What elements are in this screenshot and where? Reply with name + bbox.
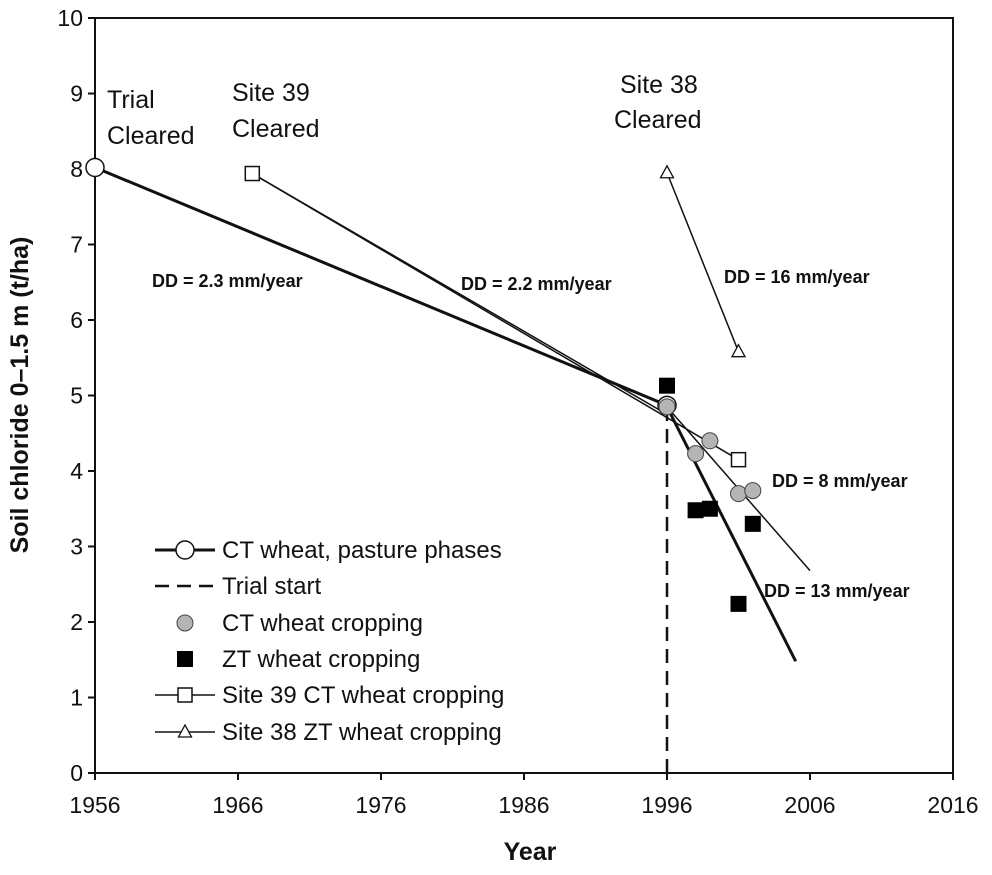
x-tick-label-2016: 2016 bbox=[927, 792, 978, 818]
series-3-point-3 bbox=[730, 595, 747, 612]
x-tick-label-1996: 1996 bbox=[641, 792, 692, 818]
trend-line-1 bbox=[665, 406, 798, 662]
annotation-site38-cleared-line1: Site 38 bbox=[620, 71, 698, 99]
x-axis-title: Year bbox=[504, 838, 557, 866]
series-line-0 bbox=[94, 166, 668, 407]
annotation-trial-cleared-line2: Cleared bbox=[107, 122, 195, 150]
legend-marker-3 bbox=[177, 651, 193, 667]
legend-label-4: Site 39 CT wheat cropping bbox=[222, 682, 504, 709]
legend-marker-4 bbox=[177, 687, 193, 703]
series-lines bbox=[94, 166, 811, 773]
series-line-5 bbox=[666, 172, 740, 352]
series-0-point-0 bbox=[85, 157, 105, 178]
x-tick-label-1976: 1976 bbox=[355, 792, 406, 818]
legend-label-3: ZT wheat cropping bbox=[222, 646, 420, 673]
y-tick-label-5: 5 bbox=[70, 383, 83, 409]
series-3-point-2 bbox=[701, 500, 718, 517]
x-axis-ticks: 1956 1966 1976 1986 1996 2006 2016 bbox=[69, 773, 979, 818]
legend-marker-5 bbox=[177, 723, 193, 738]
series-line-4 bbox=[251, 172, 739, 461]
annotation-site39-cleared-line1: Site 39 bbox=[232, 79, 310, 107]
series-4-point-1 bbox=[730, 451, 747, 468]
y-tick-label-2: 2 bbox=[70, 609, 83, 635]
y-tick-label-1: 1 bbox=[70, 685, 83, 711]
legend-label-1: Trial start bbox=[222, 573, 321, 600]
y-tick-label-0: 0 bbox=[70, 760, 83, 786]
annotation-site38-cleared-line2: Cleared bbox=[614, 106, 702, 134]
x-tick-label-1956: 1956 bbox=[69, 792, 120, 818]
series-3-point-0 bbox=[659, 377, 675, 394]
y-axis-ticks: 0 1 2 3 4 5 6 7 8 9 10 bbox=[57, 5, 95, 786]
legend-label-0: CT wheat, pasture phases bbox=[222, 537, 502, 564]
annotation-site39-cleared-line2: Cleared bbox=[232, 115, 320, 143]
series-2-point-4 bbox=[744, 482, 762, 500]
series-2-point-2 bbox=[701, 432, 719, 450]
y-axis-title: Soil chloride 0–1.5 m (t/ha) bbox=[6, 237, 34, 554]
series-2-point-1 bbox=[687, 445, 705, 463]
legend-label-5: Site 38 ZT wheat cropping bbox=[222, 719, 502, 746]
y-tick-label-10: 10 bbox=[57, 5, 83, 31]
series-markers bbox=[85, 157, 762, 612]
series-2-point-3 bbox=[730, 485, 747, 503]
y-tick-label-3: 3 bbox=[70, 534, 83, 560]
legend-marker-2 bbox=[176, 614, 194, 632]
annotation-dd-site38: DD = 16 mm/year bbox=[724, 267, 870, 287]
annotation-dd-ct: DD = 8 mm/year bbox=[772, 471, 908, 491]
annotation-dd-trial: DD = 2.3 mm/year bbox=[152, 271, 303, 291]
y-tick-label-6: 6 bbox=[70, 307, 83, 333]
legend-marker-0 bbox=[175, 540, 195, 560]
series-5-point-0 bbox=[659, 164, 675, 179]
annotation-trial-cleared-line1: Trial bbox=[107, 86, 155, 114]
legend: CT wheat, pasture phases Trial start CT wh… bbox=[155, 537, 504, 746]
y-tick-label-4: 4 bbox=[70, 458, 83, 484]
x-tick-label-1966: 1966 bbox=[212, 792, 263, 818]
annotation-dd-zt: DD = 13 mm/year bbox=[764, 581, 910, 601]
series-3-point-1 bbox=[687, 502, 704, 519]
series-5-point-1 bbox=[730, 343, 747, 358]
series-4-point-0 bbox=[244, 165, 261, 182]
series-2-point-0 bbox=[658, 398, 676, 416]
x-tick-label-1986: 1986 bbox=[498, 792, 549, 818]
series-3-point-4 bbox=[744, 515, 761, 532]
y-tick-label-9: 9 bbox=[70, 81, 83, 107]
y-tick-label-8: 8 bbox=[70, 156, 83, 182]
x-tick-label-2006: 2006 bbox=[784, 792, 835, 818]
legend-label-2: CT wheat cropping bbox=[222, 610, 423, 637]
annotation-dd-site39: DD = 2.2 mm/year bbox=[461, 274, 612, 294]
y-tick-label-7: 7 bbox=[70, 232, 83, 258]
